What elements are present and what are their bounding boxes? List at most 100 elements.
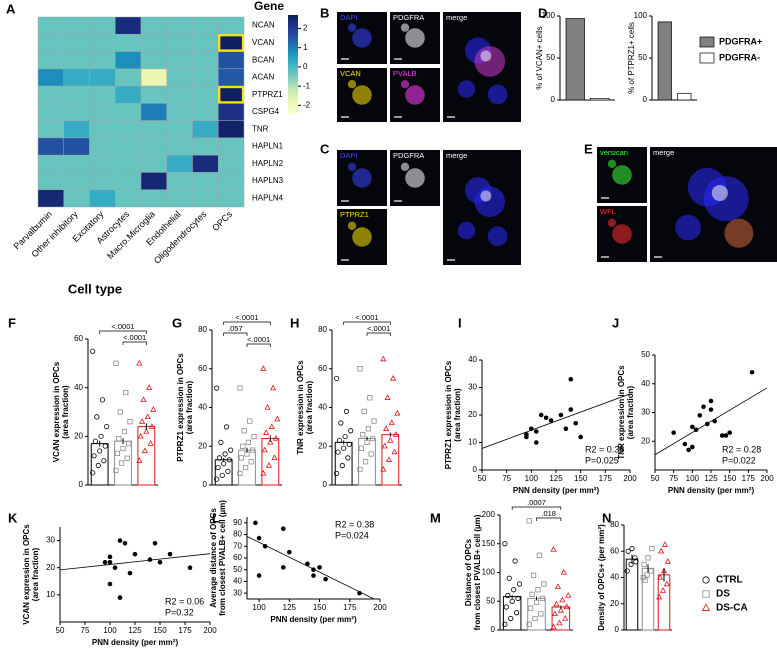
significance-label: <.0001 [235, 313, 258, 322]
y-tick-label: 0 [473, 465, 478, 474]
heatmap-cell [192, 103, 219, 121]
point [533, 429, 539, 434]
point [127, 570, 133, 576]
panel-letter: D [538, 5, 547, 20]
point [116, 436, 122, 442]
point [270, 384, 277, 391]
x-tick-label: 125 [128, 626, 142, 635]
heatmap-cell [89, 51, 116, 70]
y-tick-label: 90 [233, 518, 242, 527]
heatmap-cell [37, 34, 64, 52]
panel-letter: N [602, 510, 611, 525]
x-tick-label: 150 [723, 474, 737, 483]
point [124, 455, 130, 461]
bar [657, 21, 672, 101]
point [262, 543, 268, 549]
channel-label: merge [446, 151, 467, 160]
point [323, 576, 328, 582]
chart-title: Gene [254, 0, 284, 13]
point [267, 438, 274, 445]
heatmap-cell [218, 103, 245, 121]
point [92, 438, 99, 444]
point [112, 565, 118, 571]
legend-swatch [699, 52, 715, 64]
point [146, 384, 153, 390]
point [240, 443, 246, 449]
bar [114, 440, 132, 486]
panel-letter: A [6, 1, 16, 16]
point [551, 610, 559, 617]
point [541, 581, 547, 587]
row-label: VCAN [252, 38, 274, 47]
point [126, 441, 132, 447]
y-tick-label: 50 [233, 565, 242, 574]
cell-blob [405, 168, 425, 188]
y-tick-label: 60 [610, 546, 619, 555]
point [113, 467, 119, 474]
y-axis-title: VCAN expression in OPCs [22, 524, 31, 625]
point [98, 433, 104, 439]
point [693, 427, 699, 433]
y-tick-label: 10 [46, 590, 55, 599]
heatmap-cell [166, 68, 193, 87]
y-axis-title: (area fraction) [305, 380, 314, 434]
point [749, 369, 755, 375]
point [505, 592, 511, 599]
y-tick-label: 0 [79, 480, 84, 489]
cell-blob [347, 162, 357, 171]
significance-label: <.0001 [367, 324, 390, 333]
point [311, 573, 316, 578]
point [90, 348, 96, 354]
point [532, 615, 538, 622]
point [317, 565, 322, 570]
point [506, 575, 512, 581]
point [238, 455, 244, 461]
point [664, 558, 671, 564]
heatmap-cell [192, 85, 219, 104]
point [226, 457, 232, 463]
point [117, 595, 123, 600]
point [335, 449, 341, 455]
panel-letter: H [290, 315, 299, 330]
heatmap-cell [37, 120, 64, 139]
point [102, 443, 108, 449]
point [657, 574, 664, 580]
heatmap-cell [37, 85, 64, 104]
heatmap-cell [63, 51, 90, 70]
heatmap-cell [140, 34, 167, 52]
point [559, 596, 566, 603]
bar [565, 18, 585, 101]
point [671, 430, 676, 435]
heatmap-cell [192, 16, 219, 35]
channel-label: merge [446, 13, 467, 22]
y-tick-label: 50 [641, 350, 650, 359]
point [512, 558, 518, 564]
heatmap-cell [115, 137, 142, 156]
point [727, 430, 732, 435]
heatmap-cell [89, 16, 116, 35]
point [256, 535, 262, 541]
y-tick-label: 100 [634, 11, 648, 20]
panel-letter: C [320, 141, 330, 156]
bar [358, 438, 376, 486]
point [148, 423, 156, 429]
y-tick-label: 20 [641, 436, 650, 445]
legend-label: DS [716, 589, 730, 600]
point [305, 561, 310, 567]
cell-blob [612, 165, 632, 185]
point [280, 565, 286, 570]
point [533, 599, 540, 606]
point [336, 437, 343, 444]
y-tick-label: 40 [468, 355, 477, 364]
panel-letter: G [172, 315, 182, 330]
legend-label: PDGFRA+ [719, 36, 762, 46]
fit-line [482, 393, 630, 449]
cell-blob [405, 85, 425, 105]
point [656, 593, 663, 600]
y-tick-label: 100 [482, 568, 496, 577]
point [147, 440, 154, 446]
significance-label: <.0001 [111, 322, 134, 331]
point [535, 587, 541, 593]
panel-letter: F [8, 315, 16, 330]
